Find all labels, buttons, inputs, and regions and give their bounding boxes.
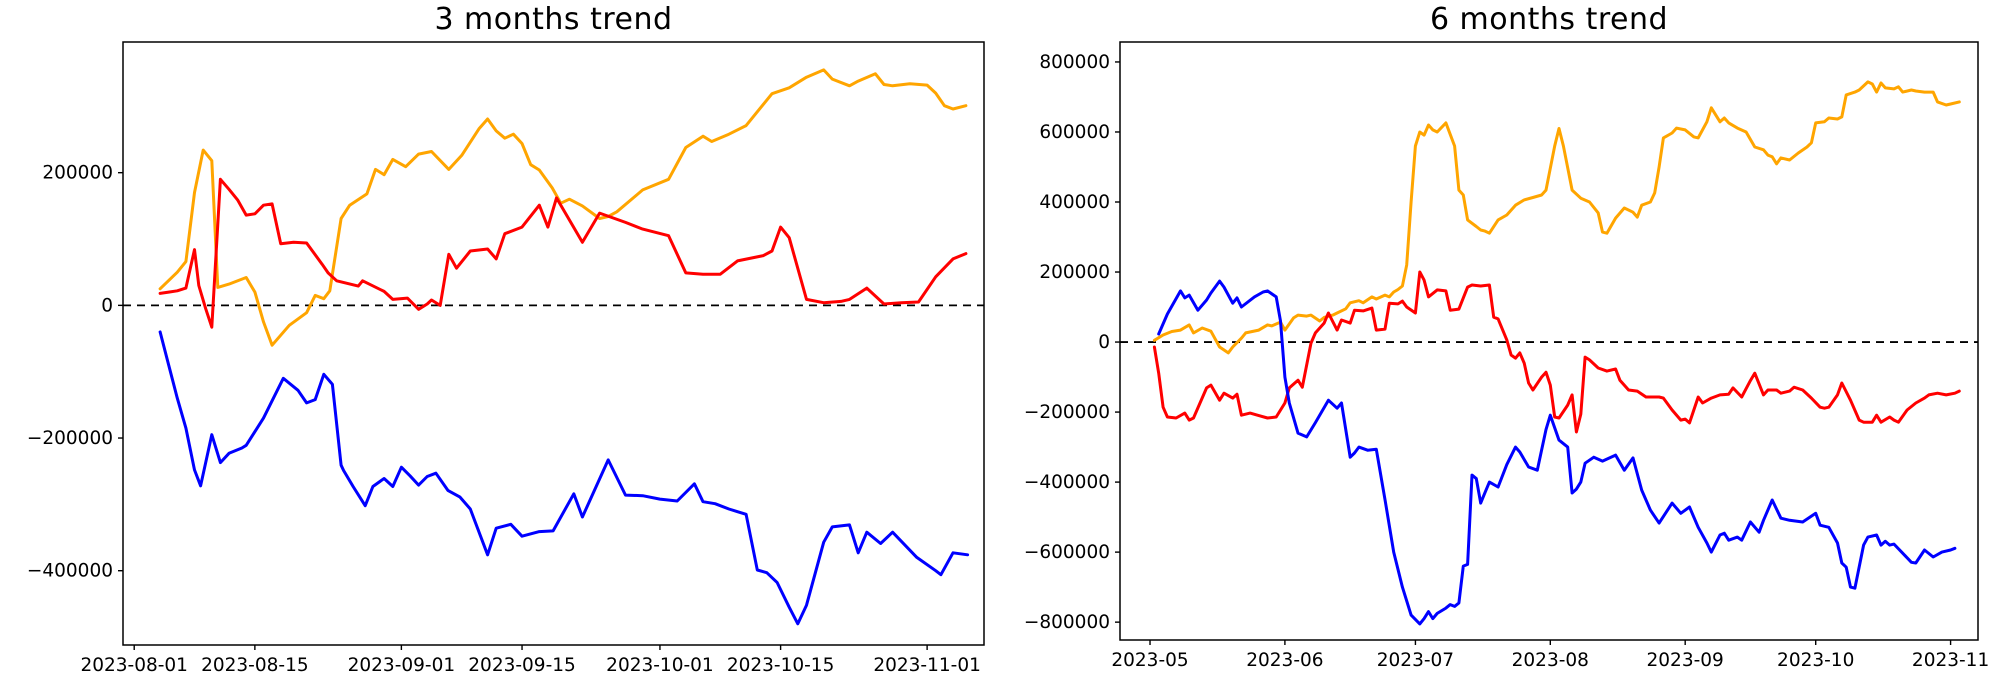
y-tick-label: 0 [101,295,113,316]
chart-title-3-months: 3 months trend [434,2,673,37]
y-axis: 200000 0 −200000 −400000 [27,163,123,582]
red-series [1152,270,1961,434]
plot-border [1119,41,1979,641]
red-series [158,177,968,329]
y-tick-label: 200000 [42,163,113,184]
x-tick-label: 2023-09 [1647,650,1724,671]
y-tick-label: 800000 [1039,52,1110,73]
y-tick-label: −800000 [1024,612,1110,633]
x-tick-label: 2023-09-01 [348,655,456,676]
x-tick-label: 2023-09-15 [468,655,576,676]
y-tick-label: −600000 [1024,542,1110,563]
x-tick-label: 2023-11 [1912,650,1989,671]
blue-series [158,330,970,626]
orange-series [1152,80,1961,355]
plot-border [122,41,985,646]
x-tick-label: 2023-08-15 [201,655,309,676]
x-tick-label: 2023-08 [1512,650,1589,671]
x-tick-label: 2023-06 [1246,650,1323,671]
chart-3-months: 2023-08-01 2023-08-15 2023-09-01 2023-09-15… [27,41,985,676]
x-tick-label: 2023-10-01 [606,655,714,676]
y-tick-label: 200000 [1039,262,1110,283]
x-tick-label: 2023-10-15 [727,655,835,676]
chart-6-months: 2023-05 2023-06 2023-07 2023-08 2023-09 2023-… [1024,41,1989,671]
x-tick-label: 2023-08-01 [80,655,188,676]
y-tick-label: −400000 [27,561,113,582]
y-tick-label: −200000 [1024,402,1110,423]
x-tick-label: 2023-10 [1777,650,1854,671]
orange-series [158,68,968,347]
y-tick-label: 600000 [1039,122,1110,143]
y-tick-label: −200000 [27,428,113,449]
x-axis: 2023-05 2023-06 2023-07 2023-08 2023-09 2023-… [1111,640,1989,671]
x-tick-label: 2023-11-01 [873,655,981,676]
blue-series [1157,279,1957,626]
y-tick-label: 400000 [1039,192,1110,213]
x-tick-label: 2023-05 [1111,650,1188,671]
y-axis: 800000 600000 400000 200000 0 −200000 −400000 −… [1024,52,1120,633]
x-axis: 2023-08-01 2023-08-15 2023-09-01 2023-09-15… [80,645,981,676]
chart-title-6-months: 6 months trend [1429,2,1669,37]
y-tick-label: 0 [1098,332,1110,353]
x-tick-label: 2023-07 [1377,650,1454,671]
y-tick-label: −400000 [1024,472,1110,493]
